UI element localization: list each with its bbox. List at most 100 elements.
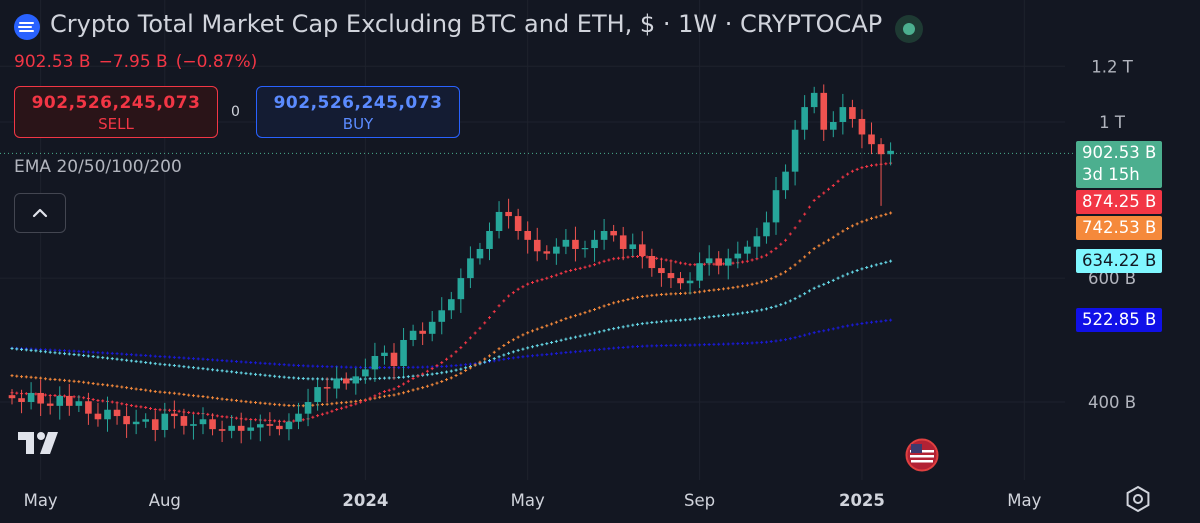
ema20-point <box>215 414 219 418</box>
ema20-point <box>282 419 286 423</box>
ema100-point <box>39 349 43 353</box>
ema50-point <box>292 404 296 408</box>
ema200-point <box>793 336 797 340</box>
ema50-point <box>554 320 558 324</box>
ema50-point <box>220 397 224 401</box>
us-flag-icon[interactable] <box>905 438 939 472</box>
ema200-point <box>168 355 172 359</box>
ema20-point <box>148 407 152 411</box>
ema50-point <box>168 391 172 395</box>
candle <box>858 118 866 135</box>
ema50-point <box>282 403 286 407</box>
ema50-point <box>550 322 554 326</box>
candle <box>18 398 25 402</box>
ema50-point <box>196 394 200 398</box>
buy-button[interactable]: 902,526,245,073 BUY <box>256 86 460 138</box>
ema20-point <box>831 184 835 188</box>
ema200-point <box>292 363 296 367</box>
ema50-point <box>206 395 210 399</box>
ema200-point <box>726 342 730 346</box>
settings-icon[interactable] <box>1124 485 1152 517</box>
ema20-point <box>750 258 754 262</box>
ema50-point <box>335 401 339 405</box>
ema50-point <box>158 390 162 394</box>
candle <box>686 280 694 284</box>
ema100-point <box>664 319 668 323</box>
ema100-point <box>254 372 258 376</box>
ema20-point <box>559 271 563 275</box>
ema50-point <box>34 376 38 380</box>
last-value: 902.53 B <box>14 52 91 72</box>
ema100-point <box>206 367 210 371</box>
ema100-point <box>750 310 754 314</box>
ema50-point <box>655 293 659 297</box>
candle <box>467 258 474 279</box>
candle <box>772 190 780 223</box>
ema200-point <box>387 366 391 370</box>
ema200-point <box>812 331 816 335</box>
ema50-point <box>277 403 281 407</box>
ema100-point <box>650 321 654 325</box>
candle <box>705 258 713 264</box>
ema20-point <box>34 392 38 396</box>
price-tag-value: 874.25 B <box>1082 192 1157 212</box>
ema200-point <box>702 343 706 347</box>
ema200-point <box>717 342 721 346</box>
collapse-button[interactable] <box>14 193 66 233</box>
candle <box>266 424 274 426</box>
ema20-point <box>526 282 530 286</box>
ema100-point <box>807 289 811 293</box>
ema200-point <box>67 349 71 353</box>
ema20-point <box>120 402 124 406</box>
ema100-point <box>674 318 678 322</box>
ema100-point <box>564 337 568 341</box>
tradingview-logo-icon[interactable] <box>18 430 70 460</box>
ema100-point <box>559 338 563 342</box>
ema200-point <box>359 365 363 369</box>
candle <box>46 403 54 406</box>
candle <box>658 268 665 274</box>
ema200-point <box>607 347 611 351</box>
ema200-point <box>836 326 840 330</box>
ema100-point <box>435 371 439 375</box>
ema200-point <box>196 357 200 361</box>
candle <box>304 402 312 414</box>
ema100-point <box>521 347 525 351</box>
ema100-point <box>679 318 682 322</box>
ema50-point <box>535 327 539 331</box>
candle <box>619 235 627 249</box>
candle <box>810 92 818 108</box>
ema100-point <box>850 270 854 274</box>
ema200-point <box>449 364 453 368</box>
ema100-point <box>29 348 33 352</box>
candle <box>94 413 102 420</box>
ema20-point <box>521 285 525 289</box>
ema50-point <box>698 290 702 294</box>
ema50-point <box>702 289 706 293</box>
ema200-point <box>674 343 678 347</box>
ema200-point <box>855 322 859 326</box>
ema200-point <box>650 344 654 348</box>
ema50-point <box>597 306 601 310</box>
ema200-point <box>206 358 210 362</box>
ema20-point <box>153 408 157 412</box>
ema100-point <box>803 292 807 296</box>
ema200-point <box>497 358 501 362</box>
ema50-point <box>755 281 759 285</box>
ema200-point <box>421 365 425 369</box>
x-tick-label: Sep <box>684 491 715 510</box>
ema50-point <box>172 391 176 395</box>
ema100-point <box>597 330 601 334</box>
indicator-label[interactable]: EMA 20/50/100/200 <box>14 157 182 177</box>
ema20-point <box>392 387 396 391</box>
ema20-point <box>516 287 520 291</box>
ema200-point <box>244 360 248 364</box>
sell-button[interactable]: 902,526,245,073 SELL <box>14 86 218 138</box>
ema100-point <box>507 351 511 355</box>
ema100-point <box>488 358 491 362</box>
ema200-point <box>287 363 291 367</box>
ema200-point <box>693 343 697 347</box>
ema200-point <box>139 353 143 357</box>
ema50-point <box>764 279 768 283</box>
